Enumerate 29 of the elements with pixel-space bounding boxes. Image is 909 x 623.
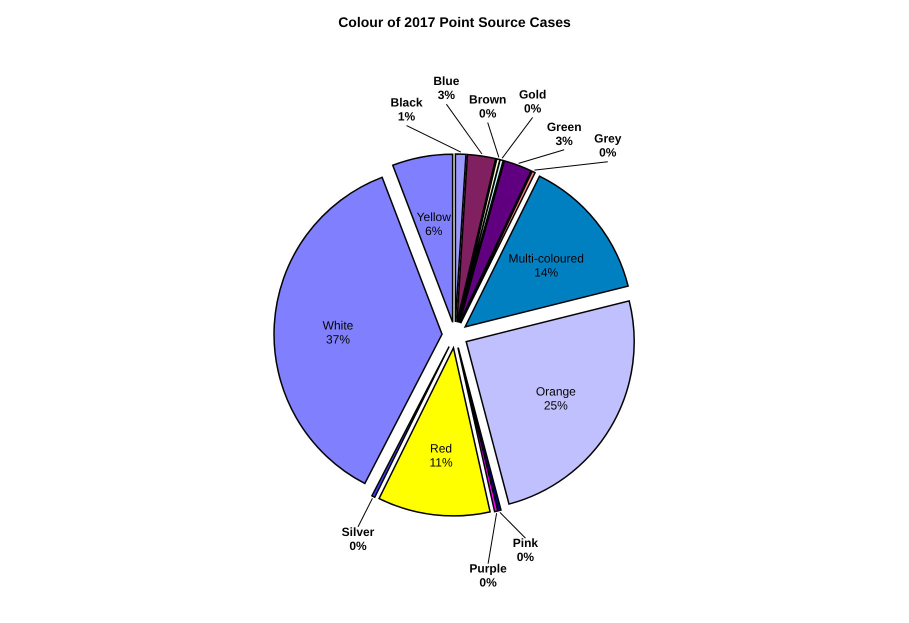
slice-label: Grey: [594, 132, 622, 146]
slice-label: Black: [390, 96, 423, 110]
slice-label: Brown: [469, 92, 506, 106]
data-label: 0%: [479, 106, 497, 120]
data-label: 0%: [479, 576, 498, 590]
data-label: 25%: [544, 398, 568, 413]
chart-title: Colour of 2017 Point Source Cases: [338, 14, 572, 30]
slice-label: Pink: [512, 536, 538, 550]
slice-label: White: [322, 318, 354, 332]
data-label: 0%: [516, 550, 534, 564]
slice-label: Multi-coloured: [508, 251, 584, 266]
slice-label: Orange: [536, 384, 576, 399]
data-label: 0%: [599, 146, 617, 160]
data-label: 6%: [425, 224, 443, 238]
data-label: 1%: [398, 110, 416, 124]
slice-label: Silver: [342, 524, 375, 539]
slice-label: Green: [546, 120, 582, 134]
slice-label: Red: [430, 441, 452, 456]
data-label: 3%: [438, 88, 456, 102]
data-label: 37%: [326, 332, 350, 346]
data-label: 11%: [429, 455, 453, 470]
slice-label: Blue: [433, 74, 460, 88]
data-label: 14%: [534, 265, 559, 280]
slice-label: Gold: [518, 87, 546, 102]
slice-label: Yellow: [416, 210, 452, 224]
data-label: 3%: [556, 134, 574, 148]
data-label: 0%: [349, 538, 367, 553]
slice-label: Purple: [469, 562, 508, 576]
data-label: 0%: [524, 101, 542, 116]
